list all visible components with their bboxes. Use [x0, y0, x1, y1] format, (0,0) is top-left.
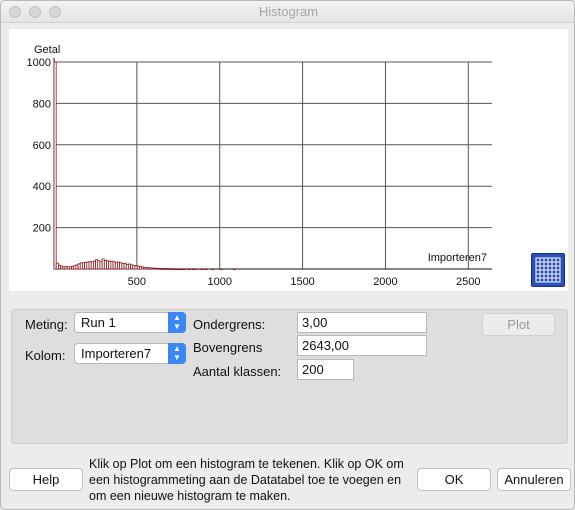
- y-tick-label: 800: [33, 98, 51, 110]
- y-axis-label: Getal: [34, 44, 60, 56]
- y-tick-label: 400: [33, 181, 51, 193]
- ok-button[interactable]: OK: [417, 468, 491, 491]
- histogram-bar: [204, 268, 208, 270]
- ondergrens-field[interactable]: 3,00: [297, 312, 427, 333]
- x-tick-label: 500: [128, 276, 146, 288]
- histogram-bar: [219, 268, 223, 270]
- chevron-up-down-icon: ▲ ▼: [168, 312, 186, 333]
- meting-select-value: Run 1: [81, 315, 116, 330]
- window-title: Histogram: [258, 4, 319, 19]
- kolom-select-value: Importeren7: [81, 346, 152, 361]
- close-window-button[interactable]: [9, 6, 21, 18]
- histogram-chart: 500 1000 1500 2000 25002004006008001000Getal…: [27, 44, 492, 288]
- grid-table-icon: [535, 257, 561, 283]
- x-tick-label: 1000: [207, 276, 231, 288]
- bovengrens-field[interactable]: 2643,00: [297, 335, 427, 356]
- x-tick-label: 2500: [456, 276, 480, 288]
- histogram-bar: [187, 268, 191, 270]
- aantal-klassen-field[interactable]: 200: [297, 359, 354, 380]
- histogram-bar: [232, 268, 236, 270]
- minimize-window-button[interactable]: [29, 6, 41, 18]
- annuleren-button[interactable]: Annuleren: [497, 468, 571, 491]
- title-bar: Histogram: [1, 1, 574, 23]
- bovengrens-label: Bovengrens: [193, 340, 263, 355]
- plot-button[interactable]: Plot: [482, 313, 555, 336]
- settings-panel: Meting: Run 1 ▲ ▼ Kolom: Importeren7 ▲ ▼ O…: [11, 309, 568, 444]
- help-text: Klik op Plot om een histogram te tekenen…: [89, 457, 404, 503]
- histogram-bar: [182, 268, 186, 270]
- aantal-klassen-label: Aantal klassen:: [193, 364, 282, 379]
- histogram-plot: 500 1000 1500 2000 2500 200 400 600 800 1000 Getal…: [9, 29, 568, 291]
- x-tick-label: 1500: [290, 276, 314, 288]
- help-button[interactable]: Help: [9, 468, 83, 491]
- kolom-select[interactable]: Importeren7 ▲ ▼: [74, 343, 186, 364]
- table-grid-button[interactable]: [531, 253, 565, 287]
- histogram-bar: [211, 268, 215, 270]
- ondergrens-label: Ondergrens:: [193, 317, 266, 332]
- meting-label: Meting:: [25, 317, 68, 332]
- meting-select[interactable]: Run 1 ▲ ▼: [74, 312, 186, 333]
- histogram-bar: [53, 61, 57, 270]
- histogram-bar: [193, 268, 197, 270]
- histogram-bar: [200, 268, 204, 270]
- kolom-label: Kolom:: [25, 348, 66, 363]
- y-tick-label: 200: [33, 223, 51, 235]
- y-tick-label: 1000: [27, 57, 51, 69]
- x-axis-label: Importeren7: [428, 252, 487, 264]
- x-tick-label: 2000: [373, 276, 397, 288]
- y-tick-label: 600: [33, 140, 51, 152]
- zoom-window-button[interactable]: [49, 6, 61, 18]
- chevron-up-down-icon: ▲ ▼: [168, 343, 186, 364]
